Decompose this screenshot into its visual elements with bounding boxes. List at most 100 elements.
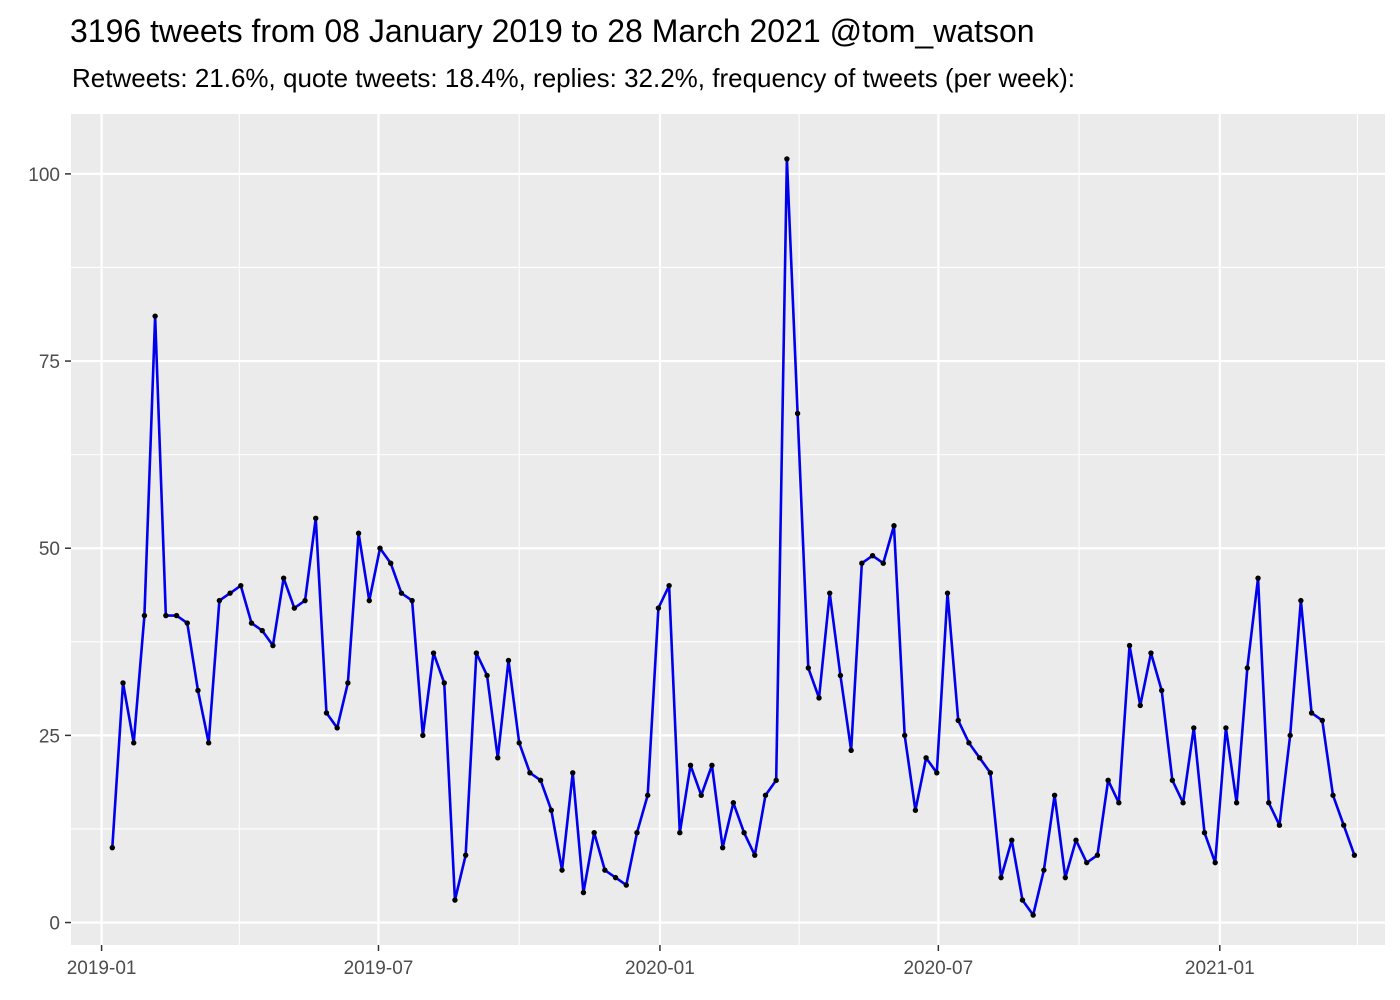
data-point	[912, 807, 919, 813]
data-point	[345, 680, 351, 686]
data-point	[1062, 874, 1069, 881]
data-point	[516, 740, 522, 746]
data-point	[366, 597, 372, 604]
data-point	[698, 792, 704, 798]
data-point	[934, 770, 940, 776]
data-point	[1201, 830, 1208, 836]
data-point	[677, 830, 683, 836]
x-tick-label: 2020-07	[903, 958, 973, 979]
y-tick-label: 100	[28, 165, 60, 186]
data-point	[163, 612, 169, 619]
data-point	[1233, 800, 1240, 806]
data-point	[944, 590, 951, 596]
data-point	[441, 680, 447, 686]
data-point	[216, 597, 223, 604]
x-axis: 2019-01 2019-07 2020-01 2020-07 2021-01	[67, 945, 1255, 979]
data-point	[1180, 800, 1186, 806]
data-point	[131, 740, 137, 746]
data-point	[355, 530, 362, 536]
data-point	[859, 560, 865, 566]
chart-subtitle: Retweets: 21.6%, quote tweets: 18.4%, re…	[72, 63, 1075, 93]
data-point	[205, 740, 212, 746]
data-point	[848, 747, 854, 754]
data-point	[398, 590, 405, 596]
data-point	[1105, 777, 1111, 783]
data-point	[109, 844, 116, 851]
y-tick-label: 0	[49, 914, 60, 935]
data-point	[955, 717, 961, 724]
data-point	[816, 695, 822, 701]
data-point	[591, 830, 597, 836]
data-point	[420, 732, 426, 739]
data-point	[1094, 852, 1101, 858]
data-point	[923, 755, 929, 761]
y-tick-label: 50	[39, 539, 60, 560]
data-point	[1255, 575, 1261, 581]
data-point	[880, 560, 886, 566]
data-point	[998, 874, 1004, 881]
data-point	[623, 882, 629, 888]
data-point	[1266, 800, 1272, 806]
x-tick-label: 2021-01	[1185, 958, 1255, 979]
data-point	[388, 560, 394, 566]
data-point	[1212, 859, 1218, 866]
data-point	[1330, 792, 1336, 798]
data-point	[869, 553, 876, 559]
data-point	[280, 575, 287, 581]
data-point	[173, 612, 180, 619]
data-point	[1041, 867, 1047, 873]
data-point	[238, 582, 244, 589]
data-point	[377, 545, 383, 551]
data-point	[570, 770, 576, 776]
chart-title: 3196 tweets from 08 January 2019 to 28 M…	[70, 13, 1035, 49]
tweets-per-week-series	[109, 156, 1358, 918]
data-point	[152, 313, 158, 319]
data-point	[1298, 597, 1304, 604]
data-point	[1116, 800, 1122, 806]
data-point	[752, 852, 758, 858]
data-point	[302, 597, 308, 604]
data-point	[473, 650, 480, 656]
data-point	[505, 657, 512, 664]
data-point	[784, 156, 790, 162]
data-point	[1191, 725, 1197, 731]
data-point	[891, 523, 897, 529]
data-point	[709, 762, 715, 769]
data-point	[227, 590, 233, 596]
data-point	[634, 830, 640, 836]
data-point	[409, 597, 415, 604]
data-point	[612, 874, 619, 881]
data-point	[987, 770, 994, 776]
data-point	[323, 710, 330, 716]
data-point	[1137, 702, 1143, 709]
data-point	[313, 515, 319, 521]
data-point	[548, 807, 555, 813]
data-point	[1158, 687, 1165, 694]
data-point	[719, 844, 726, 851]
data-point	[1223, 725, 1229, 731]
minor-gridlines	[71, 114, 1385, 945]
data-point	[1308, 710, 1315, 716]
data-point	[901, 732, 908, 739]
data-point	[1276, 822, 1283, 828]
data-point	[1351, 852, 1358, 858]
data-point	[484, 672, 490, 679]
data-point	[1084, 859, 1090, 866]
data-point	[655, 605, 662, 611]
plot-panel	[71, 114, 1385, 945]
data-point	[1019, 897, 1026, 903]
data-point	[1169, 777, 1176, 783]
data-point	[291, 605, 298, 611]
y-tick-label: 25	[39, 726, 60, 747]
data-point	[462, 852, 469, 858]
data-point	[430, 650, 437, 656]
x-tick-label: 2019-07	[344, 958, 414, 979]
data-point	[1244, 665, 1251, 671]
data-point	[762, 792, 769, 798]
y-tick-label: 75	[39, 352, 60, 373]
data-point	[773, 777, 779, 783]
data-point	[184, 620, 190, 626]
data-point	[1073, 837, 1079, 843]
x-tick-label: 2020-01	[625, 958, 695, 979]
